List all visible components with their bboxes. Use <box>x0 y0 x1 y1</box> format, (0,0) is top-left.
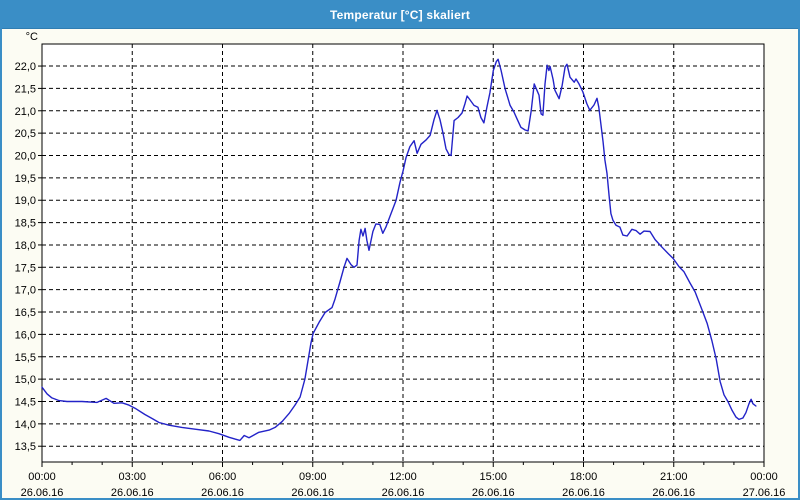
x-tick-date-label: 26.06.16 <box>562 487 605 499</box>
window-title: Temperatur [°C] skaliert <box>329 8 471 22</box>
y-tick-label: 21,0 <box>15 106 36 118</box>
x-tick-time-label: 21:00 <box>660 471 688 483</box>
x-tick-date-label: 27.06.16 <box>743 487 786 499</box>
x-tick-date-label: 26.06.16 <box>382 487 425 499</box>
temperature-series-line <box>41 58 757 442</box>
x-tick-time-label: 00:00 <box>750 471 778 483</box>
x-tick-time-label: 12:00 <box>389 471 417 483</box>
x-tick-time-label: 15:00 <box>479 471 507 483</box>
y-tick-label: 18,5 <box>15 218 36 230</box>
y-tick-label: 22,0 <box>15 61 36 73</box>
y-tick-label: 17,5 <box>15 262 36 274</box>
x-tick-time-label: 06:00 <box>209 471 237 483</box>
plot-frame <box>41 43 765 463</box>
x-tick-date-label: 26.06.16 <box>291 487 334 499</box>
y-tick-label: 17,0 <box>15 285 36 297</box>
x-tick-date-label: 26.06.16 <box>201 487 244 499</box>
x-tick-time-label: 09:00 <box>299 471 327 483</box>
y-tick-label: 15,0 <box>15 374 36 386</box>
y-tick-label: 13,5 <box>15 441 36 453</box>
window-title-bar[interactable]: Temperatur [°C] skaliert <box>2 2 798 29</box>
x-tick-time-label: 00:00 <box>28 471 56 483</box>
y-tick-label: 20,0 <box>15 150 36 162</box>
x-tick-date-label: 26.06.16 <box>21 487 64 499</box>
y-tick-label: 21,5 <box>15 83 36 95</box>
x-tick-date-label: 26.06.16 <box>472 487 515 499</box>
chart-panel: 22,0 21,5 21,0 20,5 20,0 19,5 19,0 18,5 18,0 17,5… <box>2 29 798 498</box>
y-tick-label: 14,5 <box>15 396 36 408</box>
y-tick-label: 15,5 <box>15 352 36 364</box>
y-tick-label: 20,5 <box>15 128 36 140</box>
plot-background <box>42 44 764 462</box>
temperature-chart: 22,0 21,5 21,0 20,5 20,0 19,5 19,0 18,5 18,0 17,5… <box>15 31 786 499</box>
y-tick-label: 16,5 <box>15 307 36 319</box>
x-tick-date-label: 26.06.16 <box>652 487 695 499</box>
y-tick-label: 19,5 <box>15 173 36 185</box>
x-tick-date-label: 26.06.16 <box>111 487 154 499</box>
y-tick-label: 19,0 <box>15 195 36 207</box>
y-tick-label: 16,0 <box>15 329 36 341</box>
x-tick-time-label: 03:00 <box>118 471 146 483</box>
y-tick-label: 14,0 <box>15 419 36 431</box>
y-axis-unit-label: °C <box>26 31 38 43</box>
y-tick-label: 18,0 <box>15 240 36 252</box>
x-tick-time-label: 18:00 <box>570 471 598 483</box>
